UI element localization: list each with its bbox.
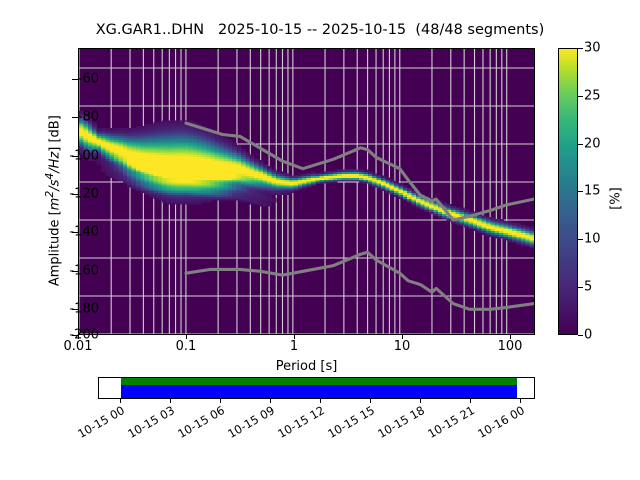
colorbar-tick-label: 10: [584, 231, 601, 247]
coverage-tickmark: [120, 399, 121, 403]
y-tick-label: -80: [77, 109, 99, 125]
colorbar-tick-label: 5: [584, 279, 593, 295]
x-axis-label: Period [s]: [275, 359, 338, 374]
colorbar-tickmark: [578, 287, 583, 288]
x-tick-label: 0.1: [175, 339, 197, 354]
colorbar-label: [%]: [608, 187, 624, 210]
y-tickmark: [72, 117, 78, 118]
coverage-tickmark: [270, 399, 271, 403]
colorbar-tickmark: [578, 144, 583, 145]
y-tickmark: [72, 271, 78, 272]
y-tickmark: [72, 309, 78, 310]
page-title: XG.GAR1..DHN 2025-10-15 -- 2025-10-15 (4…: [95, 22, 545, 38]
y-tick-label: -120: [69, 186, 99, 202]
ppsd-canvas: [79, 49, 534, 334]
x-tickmark: [402, 335, 403, 339]
y-tick-label: -180: [69, 301, 99, 317]
x-tickmark: [294, 335, 295, 339]
coverage-tickmark: [520, 399, 521, 403]
y-tickmark: [72, 194, 78, 195]
colorbar-tickmark: [578, 96, 583, 97]
colorbar-tick-label: 30: [584, 40, 601, 56]
y-tick-label: -200: [69, 327, 99, 343]
y-tickmark: [72, 79, 78, 80]
coverage-tickmark: [220, 399, 221, 403]
y-tickmark: [72, 335, 78, 336]
colorbar-tickmark: [578, 239, 583, 240]
psd-coverage: [120, 378, 517, 385]
coverage-tickmark: [170, 399, 171, 403]
x-tick-label: 0.01: [63, 339, 93, 354]
x-tickmark: [510, 335, 511, 339]
colorbar-tickmark: [578, 48, 583, 49]
y-tick-label: -100: [69, 148, 99, 164]
y-tick-label: -60: [77, 71, 99, 87]
y-tickmark: [72, 232, 78, 233]
coverage-tickmark: [470, 399, 471, 403]
y-tick-label: -160: [69, 263, 99, 279]
colorbar[interactable]: [558, 48, 578, 335]
y-axis-label: Amplitude [m2/s4/Hz] [dB]: [43, 115, 63, 287]
colorbar-tickmark: [578, 335, 583, 336]
colorbar-tick-label: 25: [584, 88, 601, 104]
x-tick-label: 1: [289, 339, 299, 354]
colorbar-tick-label: 20: [584, 136, 601, 152]
coverage-tickmark: [420, 399, 421, 403]
colorbar-tickmark: [578, 191, 583, 192]
coverage-tickmark: [370, 399, 371, 403]
ppsd-plot-area[interactable]: [78, 48, 535, 335]
colorbar-tick-label: 15: [584, 183, 601, 199]
y-tick-label: -140: [69, 224, 99, 240]
coverage-tickmark: [320, 399, 321, 403]
data-coverage: [120, 385, 517, 398]
x-tickmark: [78, 335, 79, 339]
colorbar-tick-label: 0: [584, 327, 593, 343]
x-tick-label: 100: [497, 339, 523, 354]
y-tickmark: [72, 156, 78, 157]
coverage-plot-area[interactable]: [98, 377, 535, 399]
x-tickmark: [186, 335, 187, 339]
x-tick-label: 10: [393, 339, 411, 354]
